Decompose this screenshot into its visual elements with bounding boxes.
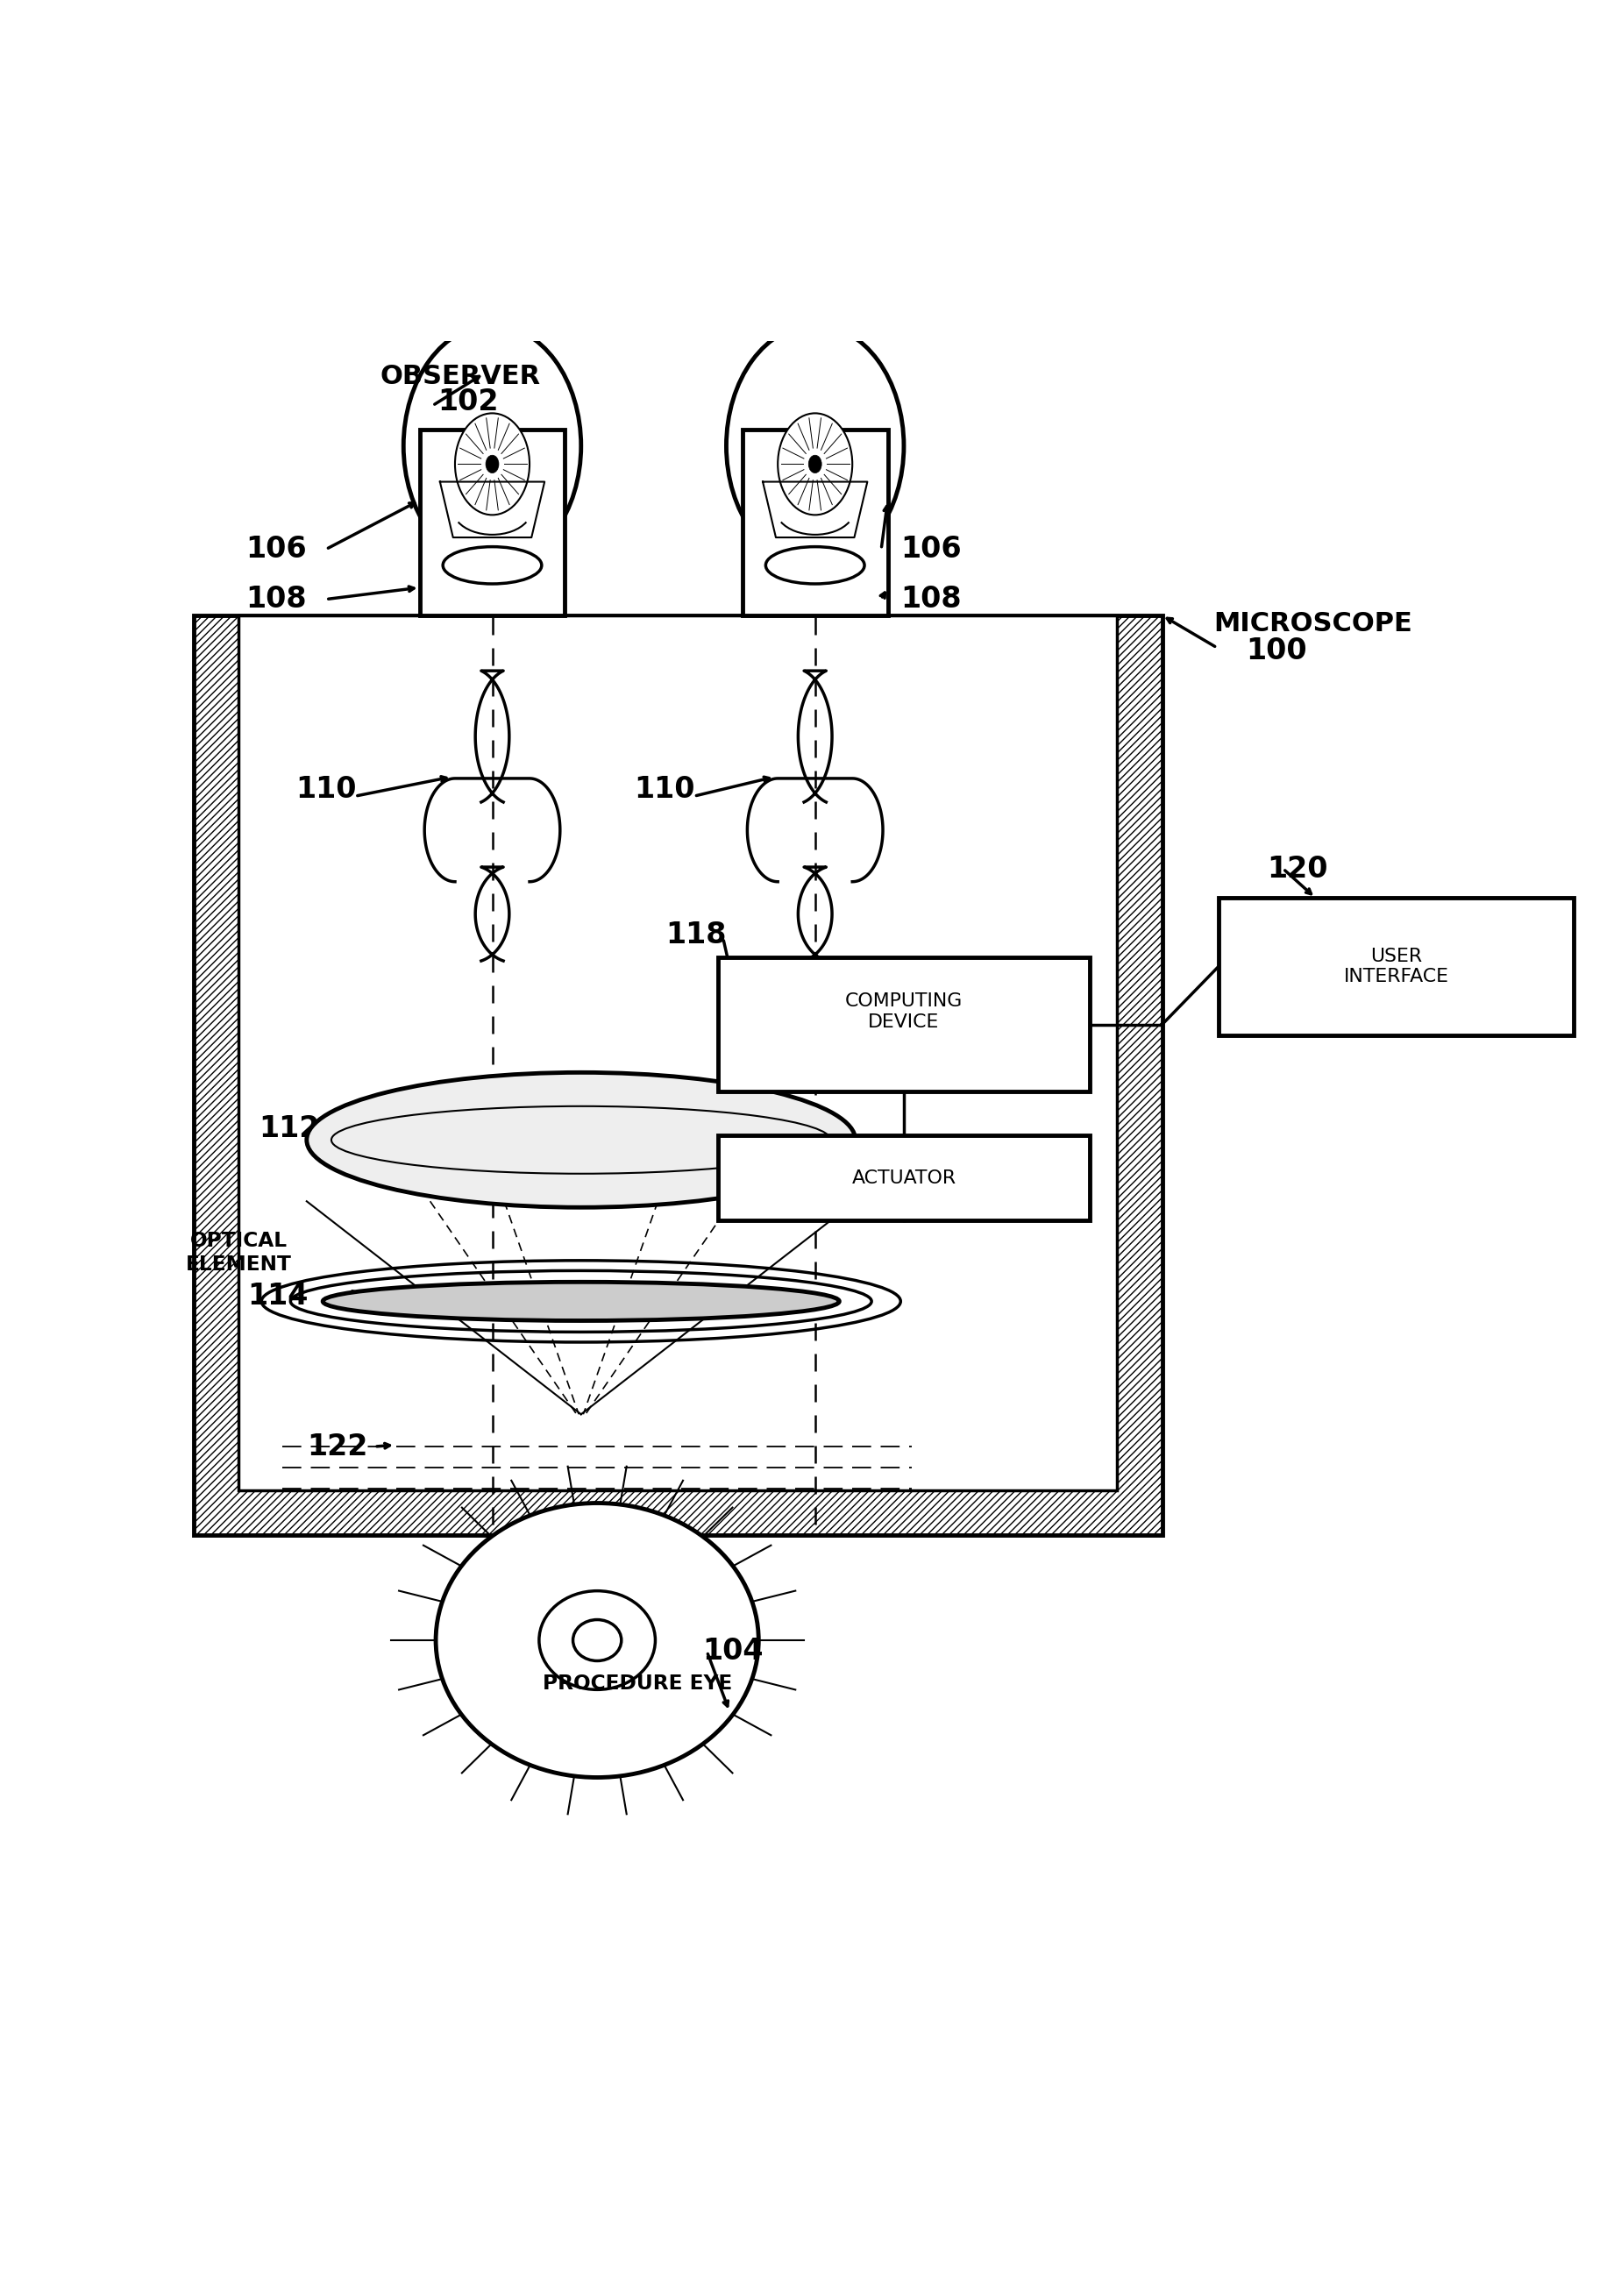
Text: OBSERVER: OBSERVER <box>379 363 541 390</box>
Bar <box>239 615 1117 1490</box>
Ellipse shape <box>765 546 865 583</box>
Text: 106: 106 <box>901 535 962 565</box>
Text: 100: 100 <box>1246 636 1307 666</box>
Ellipse shape <box>436 1504 759 1777</box>
Text: USER
INTERFACE: USER INTERFACE <box>1343 948 1449 985</box>
Text: 116: 116 <box>831 1178 893 1208</box>
Ellipse shape <box>809 455 822 473</box>
Ellipse shape <box>778 413 852 514</box>
Ellipse shape <box>726 326 904 567</box>
Text: 120: 120 <box>1267 854 1328 884</box>
Ellipse shape <box>486 455 499 473</box>
Bar <box>718 1134 1089 1221</box>
Ellipse shape <box>455 413 529 514</box>
Text: OPTICAL
ELEMENT: OPTICAL ELEMENT <box>186 1231 292 1274</box>
Text: 118: 118 <box>665 921 726 951</box>
Text: PROCEDURE EYE: PROCEDURE EYE <box>542 1674 733 1694</box>
Ellipse shape <box>404 326 581 567</box>
Text: 114: 114 <box>247 1281 308 1311</box>
Text: 106: 106 <box>245 535 307 565</box>
Ellipse shape <box>307 1072 855 1208</box>
Text: 102: 102 <box>437 388 499 418</box>
Ellipse shape <box>323 1281 839 1320</box>
Text: ACTUATOR: ACTUATOR <box>852 1169 955 1187</box>
Text: COMPUTING
DEVICE: COMPUTING DEVICE <box>846 992 962 1031</box>
Bar <box>718 957 1089 1091</box>
Text: MICROSCOPE: MICROSCOPE <box>1214 611 1412 636</box>
Text: 112: 112 <box>258 1114 320 1143</box>
Bar <box>420 429 565 615</box>
Bar <box>194 615 1162 1536</box>
Bar <box>742 429 888 615</box>
Text: 110: 110 <box>634 776 696 804</box>
Ellipse shape <box>442 546 542 583</box>
Text: 122: 122 <box>307 1433 368 1460</box>
Text: 110: 110 <box>295 776 357 804</box>
Text: 104: 104 <box>702 1637 763 1667</box>
Text: 108: 108 <box>245 585 307 613</box>
Text: 108: 108 <box>901 585 962 613</box>
Bar <box>1219 898 1574 1035</box>
